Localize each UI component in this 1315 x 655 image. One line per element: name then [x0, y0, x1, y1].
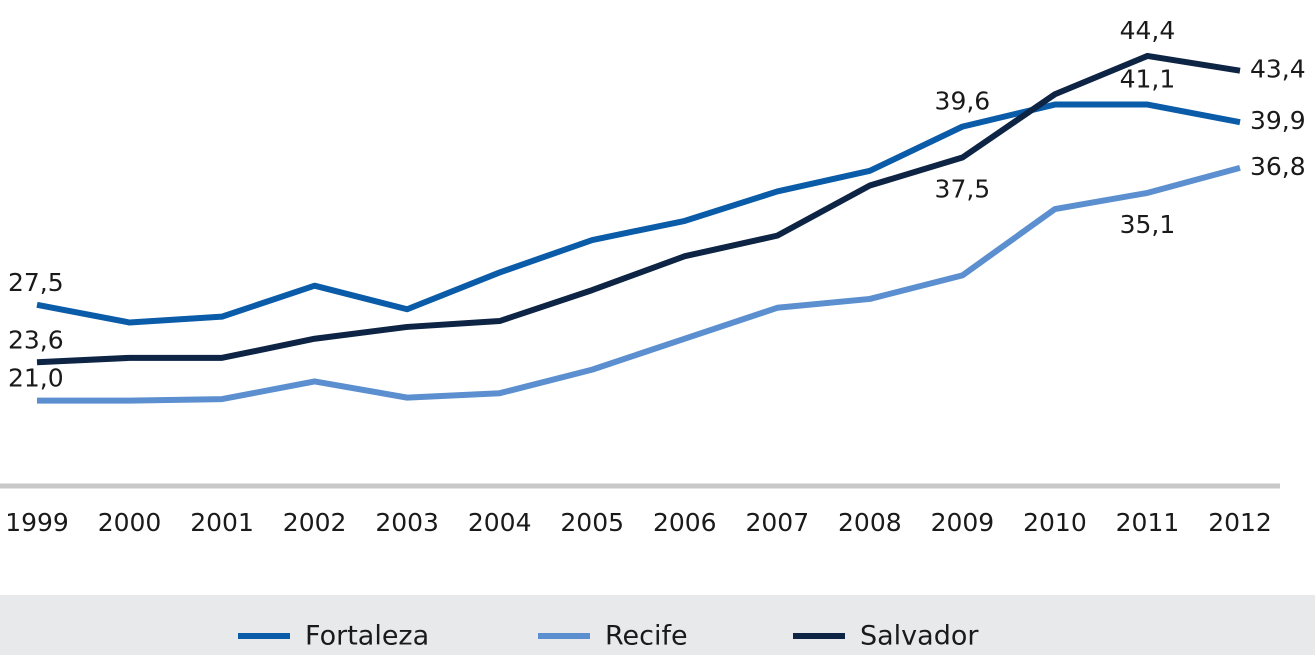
x-tick-label: 2004 [468, 508, 532, 537]
x-tick-label: 2007 [745, 508, 809, 537]
x-tick-label: 2008 [838, 508, 902, 537]
x-tick-label: 2009 [931, 508, 995, 537]
x-tick-label: 2012 [1208, 508, 1272, 537]
data-label: 43,4 [1250, 55, 1306, 84]
legend-label: Salvador [860, 621, 979, 652]
x-tick-label: 2002 [283, 508, 347, 537]
data-label: 23,6 [8, 325, 64, 354]
line-series [36, 101, 1241, 326]
x-tick-label: 2011 [1116, 508, 1180, 537]
data-label: 35,1 [1120, 210, 1176, 239]
legend-label: Fortaleza [305, 621, 429, 652]
data-label: 37,5 [935, 175, 991, 204]
x-tick-label: 2010 [1023, 508, 1087, 537]
data-label: 27,5 [8, 268, 64, 297]
data-label: 39,9 [1250, 106, 1306, 135]
data-label: 41,1 [1120, 65, 1176, 94]
data-label: 36,8 [1250, 152, 1306, 181]
data-label: 39,6 [935, 87, 991, 116]
data-label: 44,4 [1120, 16, 1176, 45]
data-label: 21,0 [8, 364, 64, 393]
x-tick-label: 2005 [560, 508, 624, 537]
x-tick-label: 2000 [98, 508, 162, 537]
x-tick-label: 2001 [190, 508, 254, 537]
x-tick-label: 2006 [653, 508, 717, 537]
x-tick-label: 2003 [375, 508, 439, 537]
x-tick-label: 1999 [5, 508, 69, 537]
legend-label: Recife [605, 621, 688, 652]
line-series [37, 164, 1241, 404]
line-series [36, 52, 1241, 366]
legend-background [0, 595, 1315, 655]
